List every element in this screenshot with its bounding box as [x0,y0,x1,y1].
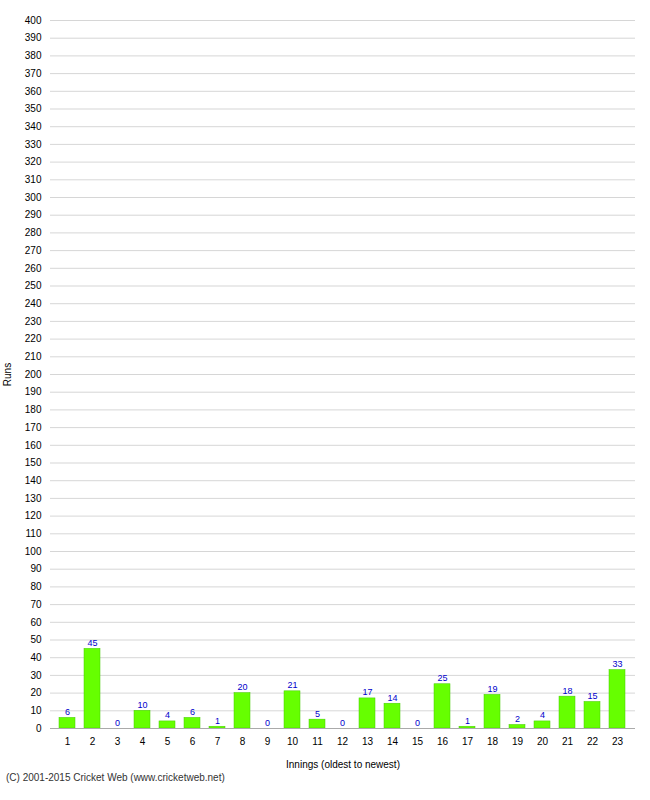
svg-text:340: 340 [25,121,42,132]
svg-text:45: 45 [87,638,97,648]
svg-text:13: 13 [362,736,374,747]
svg-text:170: 170 [25,422,42,433]
svg-text:Runs: Runs [2,363,13,386]
svg-text:120: 120 [25,510,42,521]
svg-text:260: 260 [25,263,42,274]
svg-text:8: 8 [240,736,246,747]
svg-text:18: 18 [487,736,499,747]
svg-text:0: 0 [265,718,270,728]
svg-text:16: 16 [437,736,449,747]
svg-text:0: 0 [340,718,345,728]
svg-text:370: 370 [25,68,42,79]
svg-text:2: 2 [515,714,520,724]
svg-text:10: 10 [137,700,147,710]
svg-text:19: 19 [512,736,524,747]
svg-text:90: 90 [30,563,42,574]
svg-text:320: 320 [25,156,42,167]
svg-text:10: 10 [287,736,299,747]
svg-text:140: 140 [25,475,42,486]
svg-text:290: 290 [25,209,42,220]
svg-text:310: 310 [25,174,42,185]
svg-text:250: 250 [25,280,42,291]
svg-text:110: 110 [26,528,42,539]
svg-text:15: 15 [587,691,597,701]
svg-text:20: 20 [30,687,42,698]
svg-text:270: 270 [25,245,42,256]
svg-text:350: 350 [25,103,42,114]
svg-text:6: 6 [190,707,195,717]
svg-text:9: 9 [265,736,271,747]
svg-text:400: 400 [25,15,42,26]
svg-text:18: 18 [562,686,572,696]
svg-text:5: 5 [165,736,171,747]
svg-text:Innings (oldest to newest): Innings (oldest to newest) [286,759,400,770]
svg-text:80: 80 [30,581,42,592]
svg-text:20: 20 [537,736,549,747]
svg-text:1: 1 [215,716,220,726]
svg-text:12: 12 [337,736,349,747]
svg-text:3: 3 [115,736,121,747]
svg-text:14: 14 [387,736,399,747]
svg-text:4: 4 [140,736,146,747]
svg-text:6: 6 [65,707,70,717]
svg-text:10: 10 [30,705,42,716]
svg-text:60: 60 [30,617,42,628]
svg-text:4: 4 [540,710,545,720]
svg-text:17: 17 [362,687,372,697]
svg-text:19: 19 [487,684,497,694]
svg-text:240: 240 [25,298,42,309]
svg-text:150: 150 [25,457,42,468]
svg-text:21: 21 [287,680,297,690]
svg-text:160: 160 [25,440,42,451]
svg-text:190: 190 [25,386,42,397]
svg-text:20: 20 [237,682,247,692]
svg-text:40: 40 [30,652,42,663]
svg-text:33: 33 [612,659,622,669]
svg-text:360: 360 [25,86,42,97]
svg-text:180: 180 [25,404,42,415]
svg-text:280: 280 [25,227,42,238]
svg-text:390: 390 [25,32,42,43]
svg-text:22: 22 [587,736,599,747]
svg-text:0: 0 [415,718,420,728]
svg-text:70: 70 [30,599,42,610]
svg-text:50: 50 [30,634,42,645]
svg-text:23: 23 [612,736,624,747]
svg-text:130: 130 [25,493,42,504]
svg-text:11: 11 [312,736,323,747]
svg-text:2: 2 [90,736,96,747]
svg-text:30: 30 [30,670,42,681]
svg-text:200: 200 [25,369,42,380]
svg-text:6: 6 [190,736,196,747]
svg-text:17: 17 [462,736,474,747]
svg-text:300: 300 [25,192,42,203]
svg-text:100: 100 [25,546,42,557]
svg-text:230: 230 [25,316,42,327]
svg-text:4: 4 [165,710,170,720]
svg-text:5: 5 [315,709,320,719]
svg-text:25: 25 [437,673,447,683]
svg-text:220: 220 [25,333,42,344]
svg-text:1: 1 [465,716,470,726]
svg-text:380: 380 [25,50,42,61]
svg-text:14: 14 [387,693,397,703]
svg-text:0: 0 [36,723,42,734]
svg-text:7: 7 [215,736,221,747]
svg-text:330: 330 [25,139,42,150]
svg-text:15: 15 [412,736,424,747]
svg-text:21: 21 [562,736,574,747]
html-text:(C) 2001-2015 Cricket Web (www: (C) 2001-2015 Cricket Web (www.cricketwe… [6,772,225,783]
svg-text:210: 210 [25,351,42,362]
svg-text:0: 0 [115,718,120,728]
svg-text:1: 1 [65,736,71,747]
